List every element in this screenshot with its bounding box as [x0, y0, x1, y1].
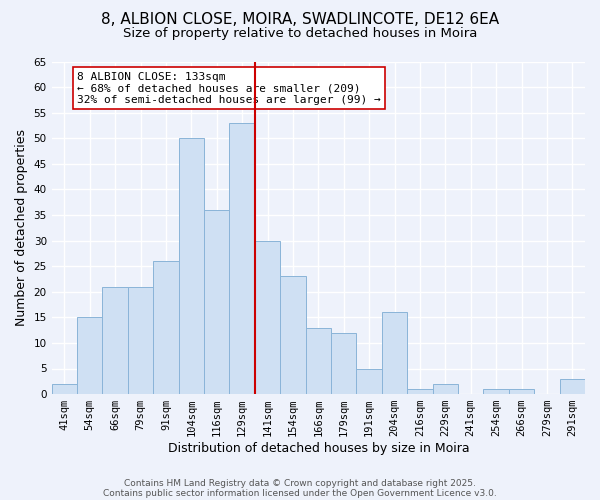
Bar — [305, 328, 331, 394]
Text: Size of property relative to detached houses in Moira: Size of property relative to detached ho… — [123, 28, 477, 40]
Bar — [103, 286, 128, 394]
Text: 8 ALBION CLOSE: 133sqm
← 68% of detached houses are smaller (209)
32% of semi-de: 8 ALBION CLOSE: 133sqm ← 68% of detached… — [77, 72, 381, 105]
Bar — [433, 384, 458, 394]
Y-axis label: Number of detached properties: Number of detached properties — [15, 130, 28, 326]
Bar — [255, 240, 280, 394]
Text: Contains HM Land Registry data © Crown copyright and database right 2025.: Contains HM Land Registry data © Crown c… — [124, 478, 476, 488]
Text: Contains public sector information licensed under the Open Government Licence v3: Contains public sector information licen… — [103, 488, 497, 498]
Bar — [509, 389, 534, 394]
Bar — [280, 276, 305, 394]
Bar — [153, 261, 179, 394]
Text: 8, ALBION CLOSE, MOIRA, SWADLINCOTE, DE12 6EA: 8, ALBION CLOSE, MOIRA, SWADLINCOTE, DE1… — [101, 12, 499, 28]
Bar — [52, 384, 77, 394]
Bar — [382, 312, 407, 394]
Bar — [128, 286, 153, 394]
Bar — [407, 389, 433, 394]
X-axis label: Distribution of detached houses by size in Moira: Distribution of detached houses by size … — [167, 442, 469, 455]
Bar — [179, 138, 204, 394]
Bar — [484, 389, 509, 394]
Bar — [77, 318, 103, 394]
Bar — [204, 210, 229, 394]
Bar — [229, 123, 255, 394]
Bar — [356, 368, 382, 394]
Bar — [560, 378, 585, 394]
Bar — [331, 332, 356, 394]
